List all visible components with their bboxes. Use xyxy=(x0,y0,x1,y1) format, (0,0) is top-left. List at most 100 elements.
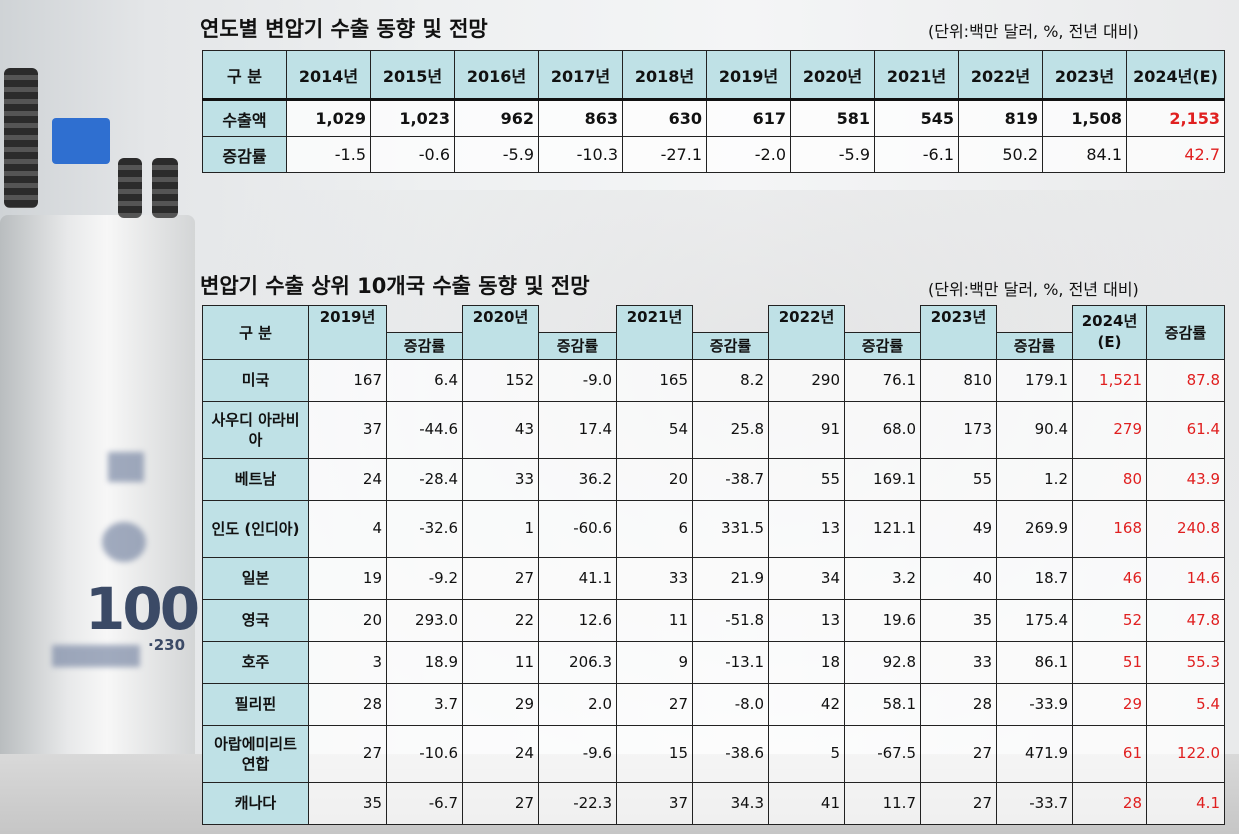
country-label: 베트남 xyxy=(202,457,309,501)
cell: 20 xyxy=(616,457,693,501)
cell: 206.3 xyxy=(538,640,617,684)
forecast-cell: 168 xyxy=(1072,499,1147,558)
forecast-cell: 279 xyxy=(1072,400,1147,459)
cell: 33 xyxy=(462,457,539,501)
year-header: 2017년 xyxy=(538,50,623,100)
year-header: 2019년 xyxy=(308,305,387,359)
cell: 269.9 xyxy=(996,499,1073,558)
country-label: 미국 xyxy=(202,358,309,402)
cell: 20 xyxy=(308,598,387,642)
table1-title: 연도별 변압기 수출 동향 및 전망 xyxy=(200,17,488,41)
year-header: 2015년 xyxy=(370,50,455,100)
country-label: 영국 xyxy=(202,598,309,642)
country-row: 사우디 아라비아 37 -44.6 43 17.4 54 25.8 91 68.0 173 90.4… xyxy=(202,400,1225,459)
cell: 617 xyxy=(706,98,791,137)
cell: 175.4 xyxy=(996,598,1073,642)
table2-body: 미국 167 6.4 152 -9.0 165 8.2 290 76.1 810 179.1 1,52… xyxy=(202,358,1225,825)
country-row: 인도 (인디아) 4 -32.6 1 -60.6 6 331.5 13 121.1 49 269.9… xyxy=(202,499,1225,558)
cell: 545 xyxy=(874,98,959,137)
cell: 1 xyxy=(462,499,539,558)
forecast-cell: 240.8 xyxy=(1146,499,1225,558)
cell: 290 xyxy=(768,358,845,402)
cell: 863 xyxy=(538,98,623,137)
cell: 18.7 xyxy=(996,556,1073,600)
cell: 19 xyxy=(308,556,387,600)
header-spacer xyxy=(386,305,463,332)
cell: 24 xyxy=(308,457,387,501)
cell: -10.6 xyxy=(386,724,463,783)
cell: -32.6 xyxy=(386,499,463,558)
cell: 630 xyxy=(622,98,707,137)
cell: 76.1 xyxy=(844,358,921,402)
cell: 41 xyxy=(768,781,845,825)
cell: 55 xyxy=(768,457,845,501)
cell: -10.3 xyxy=(538,136,623,173)
cell: 819 xyxy=(958,98,1043,137)
cell: 91 xyxy=(768,400,845,459)
country-row: 호주 3 18.9 11 206.3 9 -13.1 18 92.8 33 86.1 51 55.3 xyxy=(202,640,1225,684)
cell: 90.4 xyxy=(996,400,1073,459)
country-label: 호주 xyxy=(202,640,309,684)
table2-header-row: 구 분 2019년 2020년 2021년 2022년 2023년 2024년 … xyxy=(202,305,1225,359)
cell: -13.1 xyxy=(692,640,769,684)
cell: 179.1 xyxy=(996,358,1073,402)
cell: -38.7 xyxy=(692,457,769,501)
forecast-cell: 29 xyxy=(1072,682,1147,726)
change-header: 증감률 xyxy=(692,331,769,360)
cell: 33 xyxy=(616,556,693,600)
cell: 92.8 xyxy=(844,640,921,684)
forecast-cell: 80 xyxy=(1072,457,1147,501)
cell: 50.2 xyxy=(958,136,1043,173)
cell: 18.9 xyxy=(386,640,463,684)
cell: 28 xyxy=(920,682,997,726)
cell: -33.9 xyxy=(996,682,1073,726)
sign-number: 100 xyxy=(85,575,200,643)
country-row: 필리핀 28 3.7 29 2.0 27 -8.0 42 58.1 28 -33.9 29 5.4 xyxy=(202,682,1225,726)
year-header: 2023년 xyxy=(1042,50,1127,100)
forecast-cell: 47.8 xyxy=(1146,598,1225,642)
forecast-cell: 42.7 xyxy=(1126,136,1225,173)
table1-corner: 구 분 xyxy=(202,50,287,100)
cell: 11 xyxy=(616,598,693,642)
cell: -1.5 xyxy=(286,136,371,173)
cell: 3.2 xyxy=(844,556,921,600)
cell: 22 xyxy=(462,598,539,642)
year-header: 2020년 xyxy=(462,305,539,359)
forecast-cell: 28 xyxy=(1072,781,1147,825)
cell: 24 xyxy=(462,724,539,783)
year-header: 2018년 xyxy=(622,50,707,100)
header-spacer xyxy=(692,305,769,332)
country-row: 베트남 24 -28.4 33 36.2 20 -38.7 55 169.1 55 1.2 80 43.… xyxy=(202,457,1225,501)
forecast-cell: 52 xyxy=(1072,598,1147,642)
change-header: 증감률 xyxy=(538,331,617,360)
cell: 12.6 xyxy=(538,598,617,642)
cell: -9.6 xyxy=(538,724,617,783)
cell: -51.8 xyxy=(692,598,769,642)
row-label: 증감률 xyxy=(202,136,287,173)
forecast-cell: 61 xyxy=(1072,724,1147,783)
forecast-cell: 1,521 xyxy=(1072,358,1147,402)
cell: 19.6 xyxy=(844,598,921,642)
cell: 3.7 xyxy=(386,682,463,726)
forecast-cell: 46 xyxy=(1072,556,1147,600)
forecast-cell: 4.1 xyxy=(1146,781,1225,825)
sign-suffix: ·230 xyxy=(148,636,186,654)
cell: 21.9 xyxy=(692,556,769,600)
year-header-forecast: 2024년 (E) xyxy=(1072,305,1147,359)
cell: -9.0 xyxy=(538,358,617,402)
year-header: 2021년 xyxy=(874,50,959,100)
cell: 4 xyxy=(308,499,387,558)
year-header: 2016년 xyxy=(454,50,539,100)
table2-subheader-row: 증감률 증감률 증감률 증감률 증감률 xyxy=(203,331,1225,360)
year-header: 2024년(E) xyxy=(1126,50,1225,100)
country-row: 일본 19 -9.2 27 41.1 33 21.9 34 3.2 40 18.7 46 14.6 xyxy=(202,556,1225,600)
country-label: 인도 (인디아) xyxy=(202,499,309,558)
cell: 58.1 xyxy=(844,682,921,726)
forecast-cell: 2,153 xyxy=(1126,98,1225,137)
table2-corner: 구 분 xyxy=(202,305,309,359)
country-row: 미국 167 6.4 152 -9.0 165 8.2 290 76.1 810 179.1 1,52… xyxy=(202,358,1225,402)
cell: 15 xyxy=(616,724,693,783)
cell: 9 xyxy=(616,640,693,684)
forecast-cell: 14.6 xyxy=(1146,556,1225,600)
cell: 17.4 xyxy=(538,400,617,459)
